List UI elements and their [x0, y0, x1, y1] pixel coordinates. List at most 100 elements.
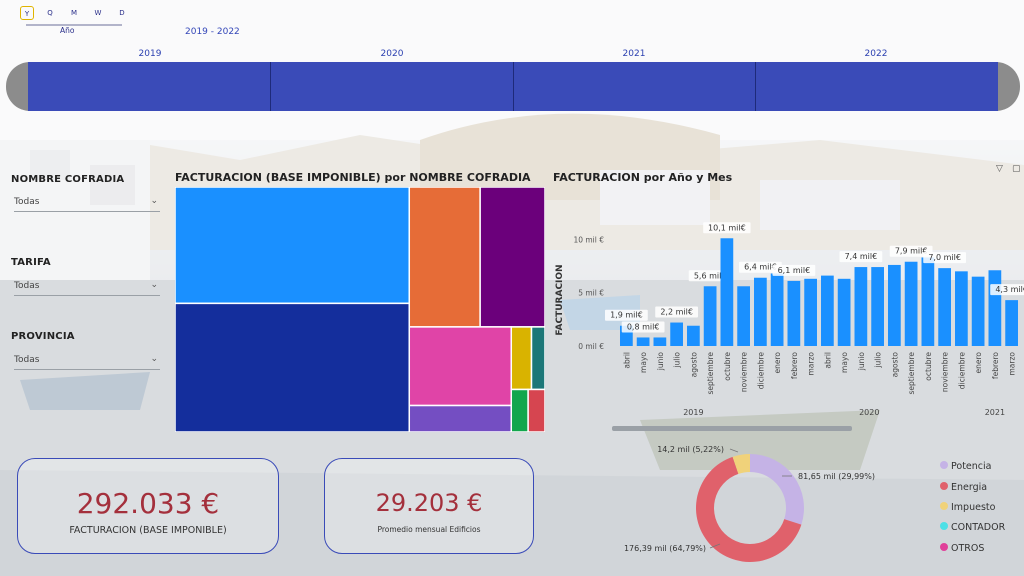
data-label: 1,9 mil€: [610, 311, 643, 320]
chevron-down-icon[interactable]: ⌄: [150, 196, 158, 206]
donut-chart[interactable]: 81,65 mil (29,99%) 176,39 mil (64,79%) 14,…: [560, 436, 940, 576]
treemap-tile[interactable]: [510, 326, 533, 391]
data-label: 7,4 mil€: [845, 252, 878, 261]
donut-slice[interactable]: [750, 454, 804, 525]
expand-icon[interactable]: ▢: [1012, 164, 1021, 174]
data-label-bg: [772, 264, 816, 276]
bar[interactable]: [770, 273, 784, 346]
granularity-month[interactable]: M: [70, 9, 78, 17]
granularity-track[interactable]: [24, 22, 124, 28]
data-label: 6,4 mil€: [744, 263, 777, 272]
data-label-bg: [923, 252, 967, 264]
bar[interactable]: [837, 278, 851, 346]
legend-item[interactable]: Impuesto: [940, 502, 995, 513]
x-tick-label: febrero: [790, 352, 799, 379]
treemap-title: FACTURACION (BASE IMPONIBLE) por NOMBRE …: [175, 171, 531, 184]
legend-label: OTROS: [951, 543, 985, 554]
data-label-bg: [621, 321, 665, 333]
donut-data-label: 14,2 mil (5,22%): [657, 445, 724, 454]
slicer-title-tarifa: TARIFA: [11, 257, 51, 268]
treemap-tile[interactable]: [530, 326, 545, 391]
treemap-tile[interactable]: [175, 187, 411, 305]
bar[interactable]: [871, 267, 884, 346]
x-year-label: 2021: [985, 408, 1005, 417]
x-tick-label: noviembre: [941, 352, 950, 392]
bar[interactable]: [888, 264, 901, 346]
timeline-slicer[interactable]: [6, 62, 1020, 111]
bar[interactable]: [904, 261, 918, 346]
legend-item[interactable]: Energia: [940, 482, 987, 493]
card-value: 292.033 €: [76, 487, 220, 520]
donut-slice[interactable]: [732, 454, 750, 474]
bar[interactable]: [636, 337, 650, 346]
bar[interactable]: [787, 280, 801, 346]
granularity-year[interactable]: Y: [20, 6, 34, 20]
bar[interactable]: [971, 276, 985, 346]
treemap-chart[interactable]: [175, 187, 545, 432]
treemap-tile[interactable]: [527, 388, 545, 432]
data-label: 7,0 mil€: [928, 253, 961, 262]
bar[interactable]: [754, 277, 767, 346]
timeline-segment[interactable]: [514, 62, 757, 111]
legend-dot: [940, 543, 948, 551]
timeline-segment[interactable]: [28, 62, 271, 111]
legend-item[interactable]: OTROS: [940, 543, 984, 554]
granularity-week[interactable]: W: [94, 9, 102, 17]
treemap-tile[interactable]: [408, 326, 513, 407]
granularity-quarter[interactable]: Q: [47, 9, 53, 17]
data-label: 10,1 mil€: [708, 223, 746, 232]
legend-item[interactable]: Potencia: [940, 461, 991, 472]
x-tick-label: mayo: [840, 352, 849, 373]
slicer-provincia-dropdown[interactable]: Todas ⌄: [14, 354, 160, 370]
timeline-year-label: 2021: [622, 49, 646, 59]
bar[interactable]: [988, 270, 1002, 346]
bar[interactable]: [703, 286, 717, 346]
legend-item[interactable]: CONTADOR: [940, 522, 1005, 533]
bar[interactable]: [921, 257, 935, 346]
bar[interactable]: [854, 267, 868, 346]
y-tick-label: 10 mil €: [573, 235, 604, 244]
bar[interactable]: [955, 271, 968, 346]
bar[interactable]: [670, 322, 683, 346]
timeline-segment[interactable]: [756, 62, 998, 111]
treemap-tile[interactable]: [175, 302, 411, 432]
treemap-tile[interactable]: [408, 187, 481, 328]
granularity-day[interactable]: D: [119, 9, 125, 17]
y-tick-label: 0 mil €: [578, 342, 604, 351]
slicer-title-cofradia: NOMBRE COFRADIA: [11, 174, 125, 185]
card-label: FACTURACION (BASE IMPONIBLE): [69, 525, 227, 536]
bar[interactable]: [938, 268, 951, 346]
data-label-bg: [703, 222, 751, 234]
bar[interactable]: [653, 337, 667, 346]
granularity-label: Año: [60, 26, 75, 35]
chevron-down-icon[interactable]: ⌄: [150, 280, 158, 290]
slicer-value: Todas: [14, 355, 40, 365]
chart-scrollbar[interactable]: [612, 426, 852, 432]
timeline-year-label: 2019: [138, 49, 162, 59]
chevron-down-icon[interactable]: ⌄: [150, 354, 158, 364]
bar[interactable]: [821, 275, 834, 346]
donut-slice[interactable]: [696, 456, 802, 562]
bar[interactable]: [1005, 300, 1018, 346]
slicer-cofradia-dropdown[interactable]: Todas ⌄: [14, 196, 160, 212]
data-label: 6,1 mil€: [778, 266, 811, 275]
bar[interactable]: [687, 325, 700, 346]
y-axis-title: FACTURACION: [555, 264, 565, 335]
x-year-label: 2019: [683, 408, 703, 417]
treemap-tile[interactable]: [479, 187, 545, 328]
x-tick-label: marzo: [1008, 352, 1017, 376]
treemap-tile[interactable]: [510, 388, 529, 432]
card-promedio: 29.203 € Promedio mensual Edificios: [324, 458, 534, 554]
filter-icon[interactable]: ▽: [996, 164, 1003, 174]
date-range-label: 2019 - 2022: [185, 27, 240, 37]
slicer-tarifa-dropdown[interactable]: Todas ⌄: [14, 280, 160, 296]
bar-chart[interactable]: FACTURACION 10 mil € 5 mil € 0 mil € 1,9 mil…: [548, 188, 1024, 420]
bar[interactable]: [804, 278, 817, 346]
timeline-segment[interactable]: [271, 62, 514, 111]
bar[interactable]: [720, 238, 734, 346]
treemap-tile[interactable]: [408, 404, 513, 432]
x-tick-label: enero: [773, 352, 782, 374]
bar[interactable]: [737, 286, 750, 346]
card-facturacion: 292.033 € FACTURACION (BASE IMPONIBLE): [17, 458, 279, 554]
timeline-selection[interactable]: [28, 62, 998, 111]
